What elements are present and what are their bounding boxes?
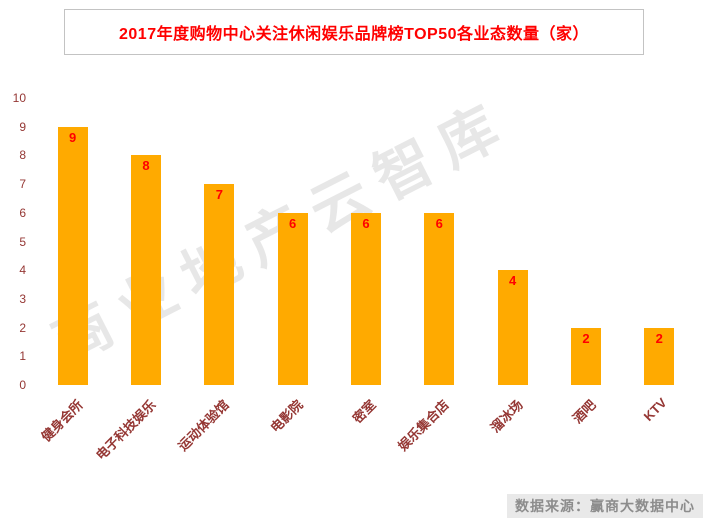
y-tick-label: 1 <box>19 349 26 364</box>
chart-title: 2017年度购物中心关注休闲娱乐品牌榜TOP50各业态数量（家） <box>119 26 589 43</box>
x-category-label: 密室 <box>349 397 379 427</box>
bar-slot: 8 电子科技娱乐 <box>93 98 182 463</box>
bar-slot: 9 健身会所 <box>36 98 109 445</box>
x-category-label: 健身会所 <box>38 397 86 445</box>
y-tick-label: 2 <box>19 320 26 335</box>
chart-title-box: 2017年度购物中心关注休闲娱乐品牌榜TOP50各业态数量（家） <box>64 9 644 55</box>
bar: 8 <box>130 155 161 385</box>
bar-slot: 6 娱乐集合店 <box>395 98 476 454</box>
bar-value-label: 2 <box>582 330 590 346</box>
bar: 4 <box>497 270 528 385</box>
y-tick-label: 5 <box>19 234 26 249</box>
y-tick-label: 8 <box>19 148 26 163</box>
y-tick-label: 9 <box>19 119 26 134</box>
y-tick-label: 0 <box>19 378 26 392</box>
bar-slot: 2 酒吧 <box>549 98 622 426</box>
x-category-label: 娱乐集合店 <box>395 397 453 454</box>
bar: 6 <box>350 212 381 385</box>
bar-value-label: 2 <box>655 330 663 346</box>
y-tick-label: 4 <box>19 263 26 278</box>
x-category-label: 电影院 <box>267 397 306 436</box>
bar-value-label: 8 <box>142 158 150 174</box>
bar-slot: 6 密室 <box>329 98 402 426</box>
y-axis: 10 9 8 7 6 5 4 3 2 1 0 <box>0 91 32 392</box>
x-category-label: 溜冰场 <box>487 397 526 436</box>
data-source: 数据来源：赢商大数据中心 <box>507 494 703 518</box>
y-tick-label: 7 <box>19 177 26 192</box>
y-tick-label: 6 <box>19 205 26 220</box>
bar-value-label: 7 <box>215 187 223 203</box>
bar: 2 <box>644 327 675 385</box>
x-category-label: 酒吧 <box>569 397 599 427</box>
x-category-label: 电子科技娱乐 <box>92 397 159 463</box>
bar-slot: 2 KTV <box>623 98 696 424</box>
y-tick-label: 3 <box>19 291 26 306</box>
bar-value-label: 6 <box>289 215 297 231</box>
x-category-label: 运动体验馆 <box>175 397 233 454</box>
y-tick-label: 10 <box>12 91 26 105</box>
bar-value-label: 6 <box>362 215 370 231</box>
bar-slot: 6 电影院 <box>256 98 329 435</box>
bar: 2 <box>570 327 601 385</box>
bar-value-label: 9 <box>69 129 77 145</box>
bar: 6 <box>424 212 455 385</box>
bar-value-label: 4 <box>509 273 517 289</box>
bar: 7 <box>204 184 235 385</box>
bar: 6 <box>277 212 308 385</box>
x-category-label: KTV <box>640 395 670 424</box>
bar-slot: 7 运动体验馆 <box>175 98 256 454</box>
data-source-text: 数据来源：赢商大数据中心 <box>507 494 703 518</box>
bar-slot: 4 溜冰场 <box>476 98 549 435</box>
bar: 9 <box>57 126 88 385</box>
bar-value-label: 6 <box>435 215 443 231</box>
bar-chart-plot: 9 健身会所 8 电子科技娱乐 7 运动体验馆 6 电影院 6 密室 6 娱乐集合店 4 溜冰场 2 酒吧 2 K… <box>36 98 696 463</box>
